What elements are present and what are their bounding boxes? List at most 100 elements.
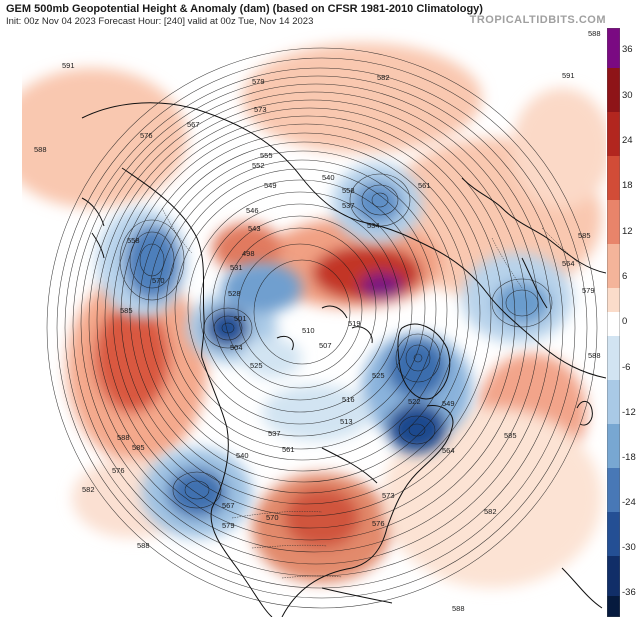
contour-label: 558 <box>342 186 355 195</box>
asia-east-coast <box>121 167 205 359</box>
arctic-islands <box>276 305 373 351</box>
contour-label: 585 <box>132 443 145 452</box>
contour-label: 579 <box>582 286 595 295</box>
colorbar-swatch <box>607 288 620 312</box>
contour-label: 576 <box>372 519 385 528</box>
colorbar-swatch <box>607 424 620 468</box>
contour-label: 525 <box>250 361 263 370</box>
colorbar-swatch <box>607 156 620 200</box>
contour-label: 552 <box>252 161 265 170</box>
contour-label: 507 <box>319 341 332 350</box>
colorbar-swatch <box>607 68 620 112</box>
contour-label: 546 <box>246 206 259 215</box>
coastlines <box>81 102 606 617</box>
contour-label: 570 <box>266 513 279 522</box>
contour-label: 549 <box>264 181 277 190</box>
contour-label: 522 <box>408 397 421 406</box>
contour-label: 501 <box>234 314 247 323</box>
contour-label: 570 <box>152 276 165 285</box>
contour-labels: 591 591 588 588 588 588 588 588 585 585 … <box>34 29 601 613</box>
contour-label: 576 <box>112 466 125 475</box>
uk-coast <box>576 401 593 426</box>
contour-label: 588 <box>588 351 601 360</box>
contour-label: 549 <box>442 399 455 408</box>
contour-label: 531 <box>230 263 243 272</box>
contour-label: 585 <box>504 431 517 440</box>
contour-label: 504 <box>230 343 243 352</box>
contour-label: 516 <box>342 395 355 404</box>
negative-anomaly-areas <box>97 163 572 538</box>
north-america-coast <box>201 357 454 617</box>
contour-label: 498 <box>242 249 255 258</box>
contour-label: 555 <box>260 151 273 160</box>
contour-label: 582 <box>82 485 95 494</box>
colorbar <box>607 28 620 617</box>
contour-label: 591 <box>562 71 575 80</box>
contour-label: 537 <box>268 429 281 438</box>
contour-label: 588 <box>117 433 130 442</box>
contour-label: 588 <box>34 145 47 154</box>
contour-label: 537 <box>342 201 355 210</box>
colorbar-swatch <box>607 112 620 156</box>
height-contours <box>46 47 598 609</box>
colorbar-tick-label: -6 <box>622 362 631 373</box>
map-panel: 591 591 588 588 588 588 588 588 585 585 … <box>22 28 606 617</box>
colorbar-tick-label: -18 <box>622 452 636 463</box>
colorbar-tick-label: 36 <box>622 44 633 55</box>
contour-label: 588 <box>588 29 601 38</box>
chart-title: GEM 500mb Geopotential Height & Anomaly … <box>6 3 483 15</box>
contour-label: 567 <box>222 501 235 510</box>
colorbar-swatch <box>607 336 620 380</box>
contour-label: 543 <box>248 224 261 233</box>
contour-label: 561 <box>418 181 431 190</box>
colorbar-swatch <box>607 244 620 288</box>
contour-label: 591 <box>62 61 75 70</box>
colorbar-tick-label: 0 <box>622 316 628 327</box>
colorbar-swatch <box>607 556 620 596</box>
contour-label: 519 <box>348 319 361 328</box>
eurasia-coast <box>81 102 606 379</box>
colorbar-tick-label: 12 <box>622 226 633 237</box>
japan-islands <box>81 197 105 259</box>
contour-label: 567 <box>187 120 200 129</box>
anomaly-shading <box>22 43 606 588</box>
contour-label: 582 <box>377 73 390 82</box>
contour-label: 573 <box>382 491 395 500</box>
brand-watermark: TROPICALTIDBITS.COM <box>469 14 606 26</box>
chart-subtitle: Init: 00z Nov 04 2023 Forecast Hour: [24… <box>6 16 314 27</box>
contour-label: 558 <box>127 236 140 245</box>
contour-label: 573 <box>254 105 267 114</box>
colorbar-tick-label: -12 <box>622 407 636 418</box>
colorbar-swatch <box>607 380 620 424</box>
contour-label: 525 <box>372 371 385 380</box>
colorbar-swatch <box>607 28 620 68</box>
contour-label: 585 <box>578 231 591 240</box>
contour-label: 588 <box>137 541 150 550</box>
colorbar-tick-label: 30 <box>622 90 633 101</box>
contour-label: 510 <box>302 326 315 335</box>
contour-label: 540 <box>236 451 249 460</box>
caribbean-coast <box>321 567 603 609</box>
contour-label: 564 <box>442 446 455 455</box>
colorbar-tick-label: 18 <box>622 180 633 191</box>
contour-label: 585 <box>120 306 133 315</box>
contour-label: 528 <box>228 289 241 298</box>
colorbar-swatch <box>607 512 620 556</box>
contour-label: 579 <box>222 521 235 530</box>
contour-label: 534 <box>367 221 380 230</box>
contour-label: 513 <box>340 417 353 426</box>
colorbar-swatch <box>607 596 620 617</box>
colorbar-tick-label: 6 <box>622 271 628 282</box>
contour-label: 588 <box>452 604 465 613</box>
colorbar-tick-label: -30 <box>622 542 636 553</box>
contour-label: 561 <box>282 445 295 454</box>
contour-label: 576 <box>140 131 153 140</box>
greenland-coast <box>397 323 451 400</box>
contour-label: 582 <box>484 507 497 516</box>
political-boundaries <box>161 207 583 579</box>
colorbar-tick-label: 24 <box>622 135 633 146</box>
contour-label: 564 <box>562 259 575 268</box>
contour-label: 579 <box>252 77 265 86</box>
colorbar-swatch <box>607 200 620 244</box>
header: GEM 500mb Geopotential Height & Anomaly … <box>0 0 640 30</box>
